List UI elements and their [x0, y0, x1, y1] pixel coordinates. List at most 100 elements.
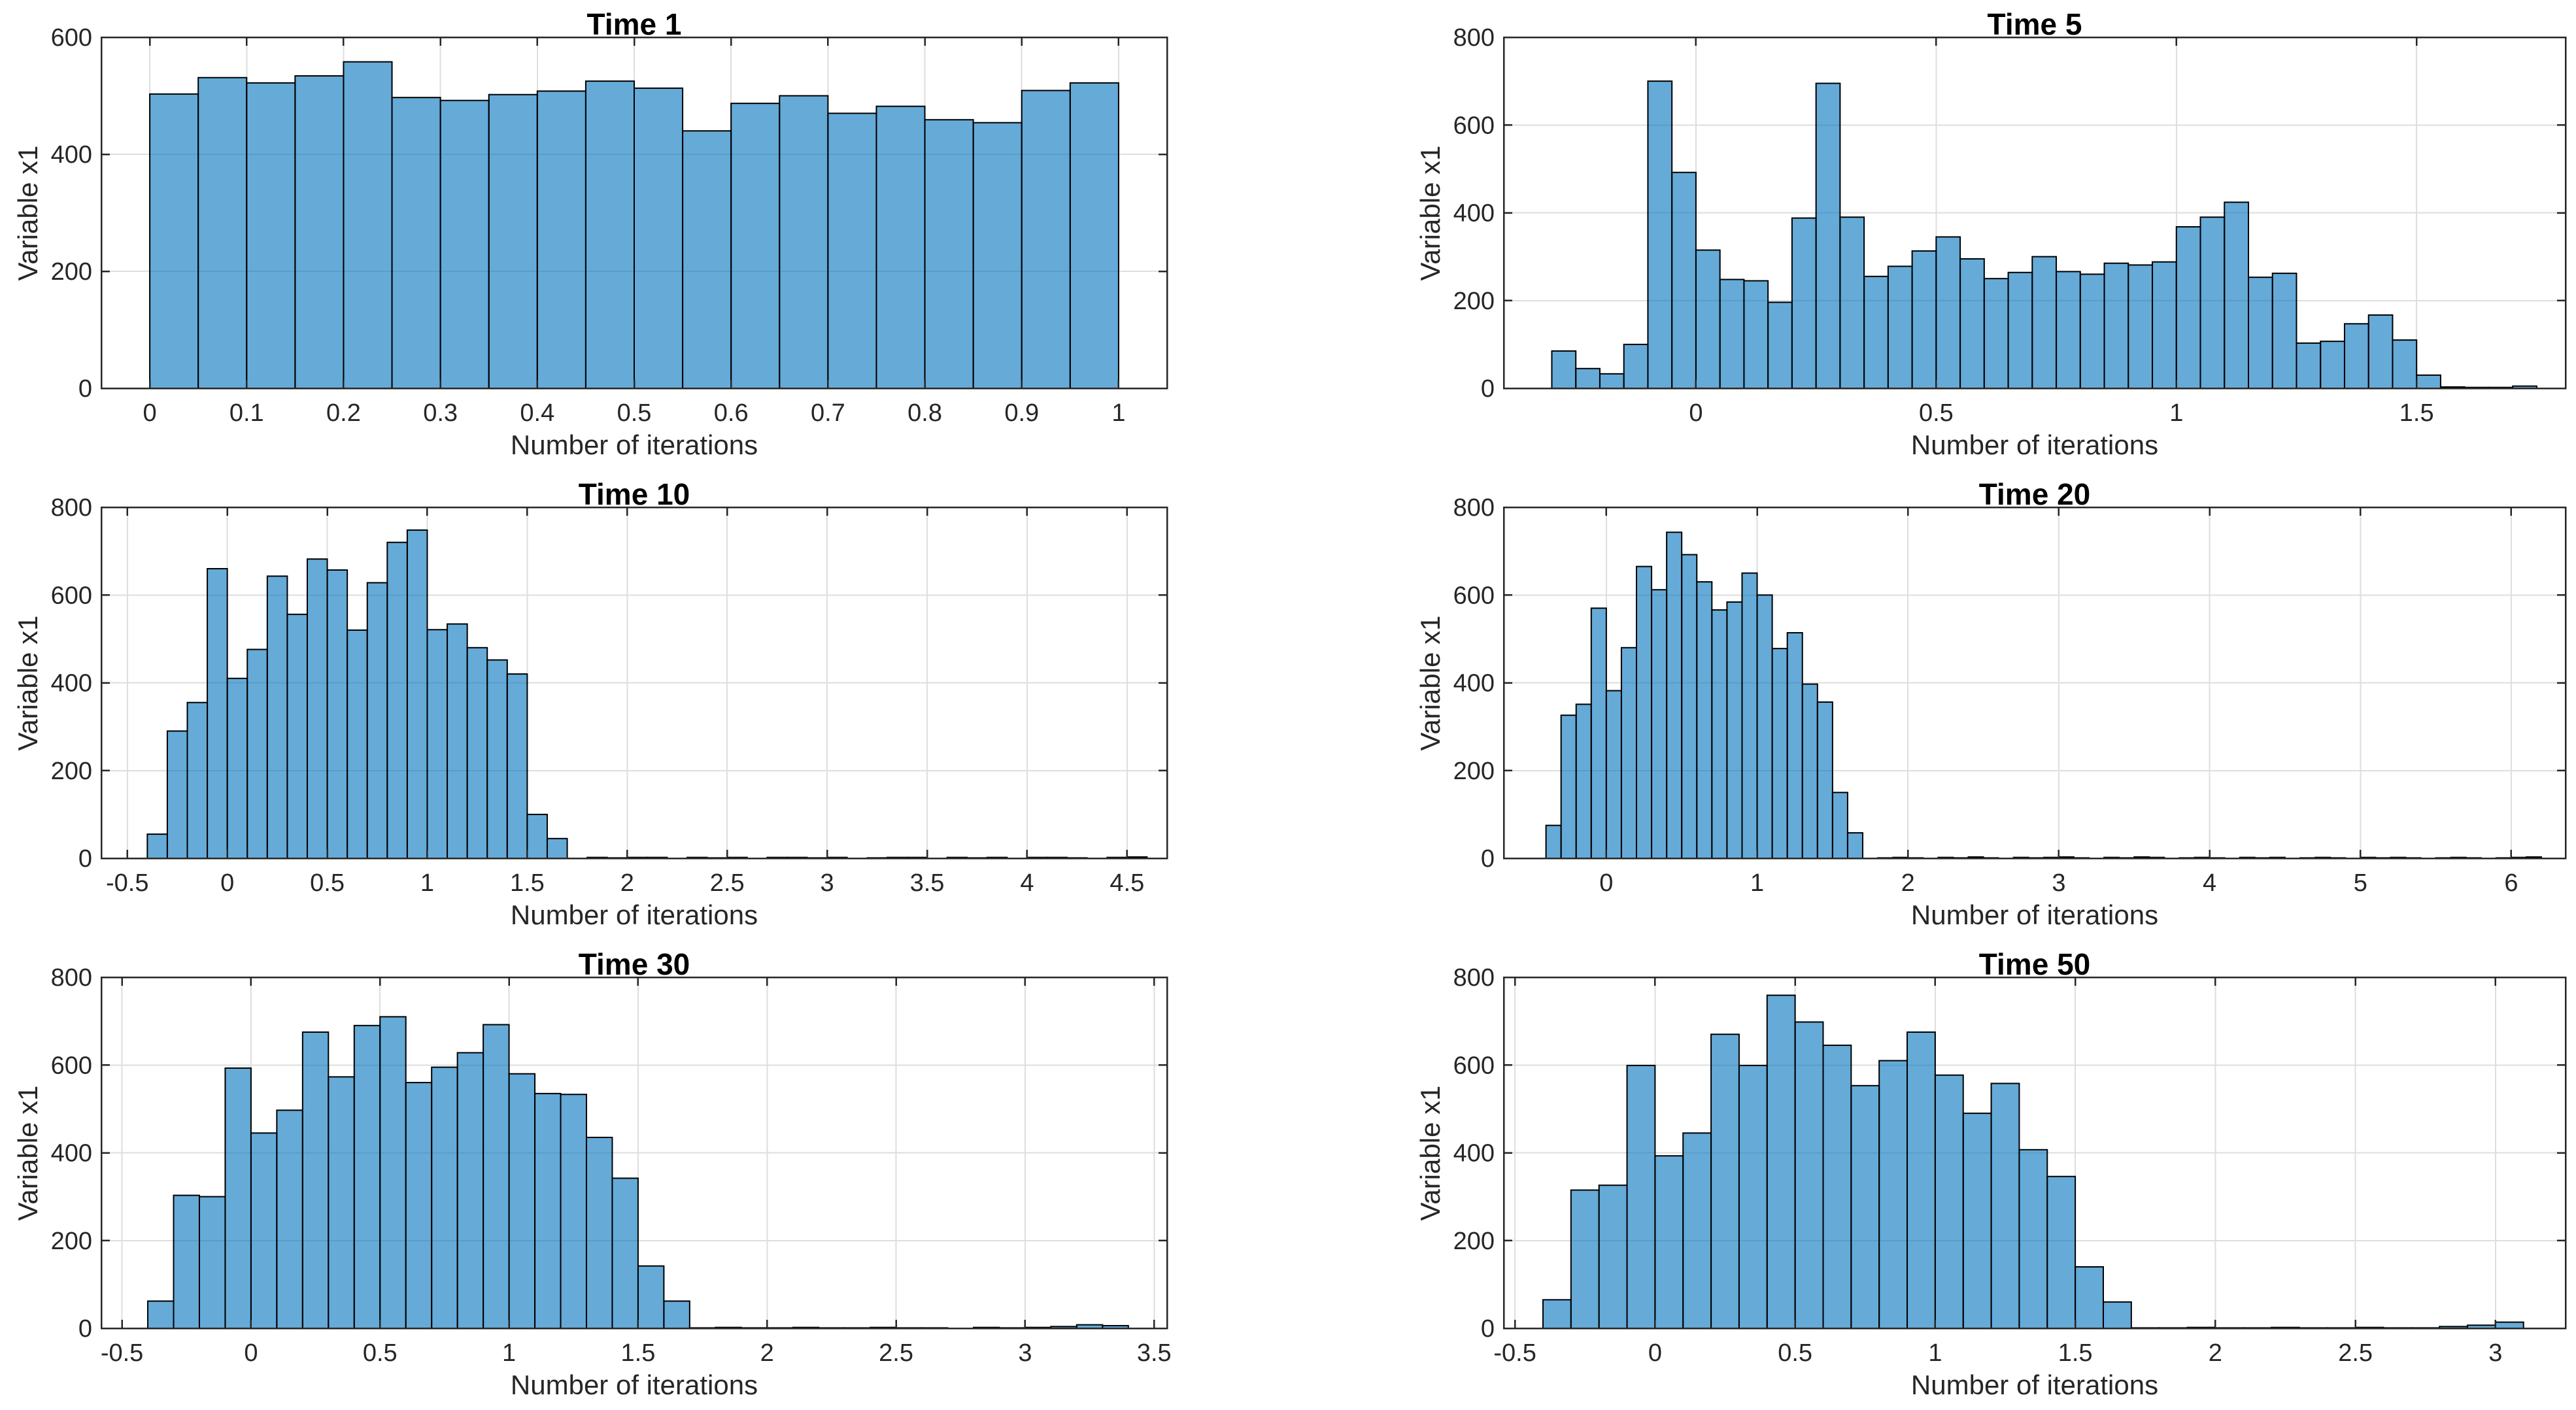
y-tick-label: 400: [51, 1140, 92, 1167]
x-tick-label: 0: [220, 869, 234, 897]
y-axis-label: Variable x1: [12, 145, 43, 281]
y-tick-label: 200: [1453, 758, 1495, 785]
plot-title: Time 30: [578, 947, 690, 981]
y-tick-label: 200: [51, 1228, 92, 1255]
subplot-time-30: -0.5 0 0.5 1 1.5 2 2.5 3 3.5 0 200 400 600 800 Time 3…: [0, 940, 1288, 1410]
y-tick-label: 600: [1453, 582, 1495, 609]
y-axis-label: Variable x1: [1415, 1085, 1446, 1221]
x-tick-label: 2: [760, 1339, 774, 1367]
x-tick-label: 0.7: [811, 399, 845, 427]
x-tick-label: 0: [1599, 869, 1613, 897]
y-tick-label: 0: [1481, 1315, 1495, 1343]
histogram-canvas: -0.5 0 0.5 1 1.5 2 2.5 3 3.5 4 4.5 0 200 400 600 800: [51, 494, 1168, 897]
plot-title: Time 1: [586, 7, 682, 41]
x-tick-label: 6: [2504, 869, 2518, 897]
x-tick-label: 1.5: [2399, 399, 2434, 427]
subplot-time-10: -0.5 0 0.5 1 1.5 2 2.5 3 3.5 4 4.5 0 200 400 600 800 Ti…: [0, 470, 1288, 940]
x-tick-label: 4: [1020, 869, 1034, 897]
x-tick-label: 2.5: [710, 869, 745, 897]
y-tick-label: 400: [1453, 200, 1495, 227]
x-tick-label: 3.5: [1137, 1339, 1172, 1367]
y-tick-label: 200: [1453, 288, 1495, 315]
x-tick-label: 1: [1750, 869, 1764, 897]
x-tick-label: 2.5: [2338, 1339, 2373, 1367]
y-tick-label: 200: [1453, 1228, 1495, 1255]
x-tick-label: 1.5: [621, 1339, 656, 1367]
x-axis-label: Number of iterations: [1910, 1369, 2159, 1400]
x-tick-label: 1.5: [2058, 1339, 2093, 1367]
x-tick-label: 0.5: [1919, 399, 1954, 427]
y-tick-label: 200: [51, 758, 92, 785]
x-tick-label: 1: [1928, 1339, 1942, 1367]
x-tick-label: 2.5: [879, 1339, 913, 1367]
plot-title: Time 10: [578, 477, 690, 511]
x-tick-label: 0: [143, 399, 157, 427]
x-tick-label: 2: [620, 869, 634, 897]
plot-title: Time 50: [1978, 947, 2091, 981]
y-axis-label: Variable x1: [12, 1085, 43, 1221]
x-tick-label: 1: [420, 869, 434, 897]
y-tick-label: 0: [78, 845, 92, 873]
y-axis-label: Variable x1: [1415, 145, 1446, 281]
x-axis-label: Number of iterations: [1910, 429, 2159, 460]
y-axis-label: Variable x1: [12, 615, 43, 751]
x-tick-label: 0: [1648, 1339, 1662, 1367]
plot-title: Time 20: [1978, 477, 2091, 511]
subplot-time-5: 0 0.5 1 1.5 0 200 400 600 800 Time 5 Variable x1…: [1288, 0, 2576, 470]
y-tick-label: 800: [1453, 24, 1495, 52]
histogram-canvas: 0 0.1 0.2 0.3 0.4 0.5 0.6 0.7 0.8 0.9 1 0 200 400 600: [51, 24, 1168, 427]
x-tick-label: 0.3: [423, 399, 458, 427]
y-tick-label: 800: [51, 494, 92, 522]
y-tick-label: 0: [1481, 375, 1495, 403]
x-tick-label: 4.5: [1110, 869, 1144, 897]
x-tick-label: 2: [2209, 1339, 2222, 1367]
x-tick-label: 3: [821, 869, 834, 897]
x-tick-label: 0.1: [229, 399, 264, 427]
y-tick-label: 400: [51, 670, 92, 697]
y-tick-label: 600: [51, 582, 92, 609]
x-tick-label: 0.5: [617, 399, 652, 427]
x-tick-label: -0.5: [1493, 1339, 1536, 1367]
y-tick-label: 0: [78, 375, 92, 403]
y-tick-label: 600: [51, 24, 92, 52]
x-tick-label: 0.2: [326, 399, 361, 427]
x-tick-label: 0.8: [907, 399, 942, 427]
y-axis-label: Variable x1: [1415, 615, 1446, 751]
subplot-time-50: -0.5 0 0.5 1 1.5 2 2.5 3 0 200 400 600 800 Time 50 V…: [1288, 940, 2576, 1410]
x-tick-label: 1.5: [510, 869, 545, 897]
y-tick-label: 400: [51, 141, 92, 169]
x-tick-label: 1: [2169, 399, 2183, 427]
y-tick-label: 0: [1481, 845, 1495, 873]
y-tick-label: 400: [1453, 1140, 1495, 1167]
x-tick-label: 0.5: [363, 1339, 398, 1367]
y-tick-label: 600: [1453, 1052, 1495, 1079]
y-tick-label: 200: [51, 258, 92, 286]
x-axis-label: Number of iterations: [510, 1369, 758, 1400]
x-tick-label: -0.5: [106, 869, 148, 897]
x-tick-label: 2: [1901, 869, 1915, 897]
x-tick-label: 3.5: [910, 869, 945, 897]
x-tick-label: 3: [2052, 869, 2065, 897]
x-tick-label: 4: [2203, 869, 2216, 897]
x-axis-label: Number of iterations: [1910, 899, 2159, 930]
histogram-canvas: -0.5 0 0.5 1 1.5 2 2.5 3 3.5 0 200 400 600 800: [51, 964, 1172, 1367]
x-tick-label: 0: [1689, 399, 1703, 427]
x-tick-label: -0.5: [101, 1339, 143, 1367]
y-tick-label: 600: [51, 1052, 92, 1079]
y-tick-label: 800: [51, 964, 92, 992]
x-tick-label: 3: [2488, 1339, 2502, 1367]
subplot-time-20: 0 1 2 3 4 5 6 0 200 400 600 800 Time 20 Variable x1…: [1288, 470, 2576, 940]
histogram-canvas: 0 1 2 3 4 5 6 0 200 400 600 800: [1453, 494, 2567, 897]
x-axis-label: Number of iterations: [510, 429, 758, 460]
x-tick-label: 0: [244, 1339, 258, 1367]
x-tick-label: 0.5: [310, 869, 345, 897]
y-tick-label: 800: [1453, 494, 1495, 522]
x-tick-label: 1: [502, 1339, 516, 1367]
x-tick-label: 0.5: [1778, 1339, 1812, 1367]
x-tick-label: 0.4: [520, 399, 554, 427]
x-tick-label: 1: [1111, 399, 1125, 427]
histogram-canvas: 0 0.5 1 1.5 0 200 400 600 800: [1453, 24, 2567, 427]
y-tick-label: 0: [78, 1315, 92, 1343]
x-tick-label: 3: [1018, 1339, 1032, 1367]
